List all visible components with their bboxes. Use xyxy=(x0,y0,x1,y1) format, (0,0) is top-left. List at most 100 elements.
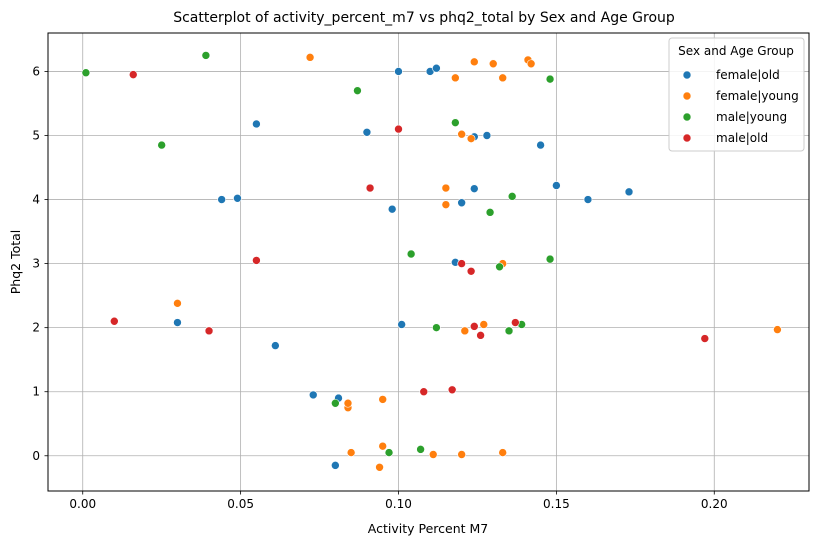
data-point xyxy=(485,208,495,217)
data-point xyxy=(271,341,280,350)
legend-label: male|young xyxy=(716,110,787,124)
data-point xyxy=(583,195,593,204)
data-point xyxy=(217,195,226,204)
data-point xyxy=(552,181,561,190)
data-point xyxy=(343,398,353,408)
data-point xyxy=(457,259,466,268)
data-point xyxy=(624,187,634,197)
data-point xyxy=(451,73,460,83)
data-point xyxy=(432,63,441,73)
data-point xyxy=(110,316,119,326)
legend-title: Sex and Age Group xyxy=(678,44,794,58)
x-tick-label: 0.05 xyxy=(227,497,254,511)
data-point xyxy=(419,387,429,397)
data-point xyxy=(432,323,441,332)
data-point xyxy=(331,461,340,470)
data-point xyxy=(365,183,375,193)
data-point xyxy=(387,204,397,214)
data-point xyxy=(451,118,460,127)
data-point xyxy=(252,256,261,265)
legend-box xyxy=(668,37,805,152)
series-male-old xyxy=(110,70,710,397)
x-tick-label: 0.20 xyxy=(701,497,728,511)
series-male-young xyxy=(81,51,555,457)
chart-title: Scatterplot of activity_percent_m7 vs ph… xyxy=(173,10,675,26)
data-point xyxy=(394,124,403,134)
data-point xyxy=(394,67,403,76)
data-point xyxy=(346,448,356,457)
legend-label: female|young xyxy=(716,89,799,103)
data-point xyxy=(252,119,261,129)
legend-marker xyxy=(682,112,692,122)
axis-ticks: 0.00 0.05 0.10 0.15 0.20 0 1 2 3 4 5 6 xyxy=(32,64,727,511)
legend: Sex and Age Group female|old female|young… xyxy=(668,37,805,152)
legend-marker xyxy=(682,91,692,101)
data-point xyxy=(81,68,91,78)
y-tick-label: 0 xyxy=(32,449,40,463)
y-tick-label: 5 xyxy=(32,128,40,142)
data-point xyxy=(416,445,425,454)
y-tick-label: 1 xyxy=(32,385,40,399)
data-point xyxy=(526,59,536,69)
data-point xyxy=(457,450,466,459)
data-point xyxy=(157,140,166,150)
legend-label: female|old xyxy=(716,68,780,82)
data-point xyxy=(204,326,214,336)
data-point xyxy=(507,192,517,201)
data-point xyxy=(536,140,545,150)
y-tick-label: 2 xyxy=(32,321,40,335)
data-point xyxy=(476,331,485,340)
data-point xyxy=(504,326,514,336)
legend-label: male|old xyxy=(716,131,768,145)
legend-marker xyxy=(682,133,692,143)
data-point xyxy=(498,73,508,83)
data-point xyxy=(469,322,479,331)
data-point xyxy=(406,249,416,259)
data-point xyxy=(441,200,451,209)
data-point xyxy=(466,134,476,143)
data-point xyxy=(447,385,457,395)
data-point xyxy=(378,395,388,404)
data-point xyxy=(128,70,138,79)
x-tick-label: 0.10 xyxy=(385,497,412,511)
data-point xyxy=(384,448,394,457)
data-point xyxy=(773,325,782,334)
data-point xyxy=(488,59,498,69)
data-point xyxy=(457,198,466,208)
data-point xyxy=(460,326,470,336)
legend-items: female|old female|young male|young male|old xyxy=(682,68,799,145)
data-point xyxy=(375,462,384,472)
y-tick-label: 3 xyxy=(32,257,40,271)
data-point xyxy=(428,450,438,459)
data-point xyxy=(353,86,362,95)
data-point xyxy=(466,266,476,276)
data-point xyxy=(479,320,489,329)
data-point xyxy=(305,53,315,62)
series-female-young xyxy=(173,53,782,472)
data-point xyxy=(469,57,479,67)
data-point xyxy=(700,334,710,343)
data-point xyxy=(441,183,451,193)
data-point xyxy=(457,129,466,139)
data-point xyxy=(482,131,492,140)
data-point xyxy=(173,318,182,327)
data-point xyxy=(331,398,340,408)
data-point xyxy=(308,390,318,400)
x-tick-label: 0.00 xyxy=(69,497,96,511)
data-point xyxy=(173,299,182,308)
legend-marker xyxy=(682,70,692,80)
data-point xyxy=(545,74,555,84)
x-axis-title: Activity Percent M7 xyxy=(368,521,488,536)
data-point xyxy=(362,127,372,137)
y-tick-label: 6 xyxy=(32,64,40,78)
data-point xyxy=(201,51,211,60)
data-point xyxy=(397,320,406,329)
data-points xyxy=(81,51,782,472)
data-point xyxy=(495,262,504,272)
y-axis-title: Phq2 Total xyxy=(8,230,23,295)
plot-frame xyxy=(47,32,810,492)
y-tick-label: 4 xyxy=(32,193,40,207)
data-point xyxy=(498,448,508,457)
x-tick-label: 0.15 xyxy=(543,497,570,511)
